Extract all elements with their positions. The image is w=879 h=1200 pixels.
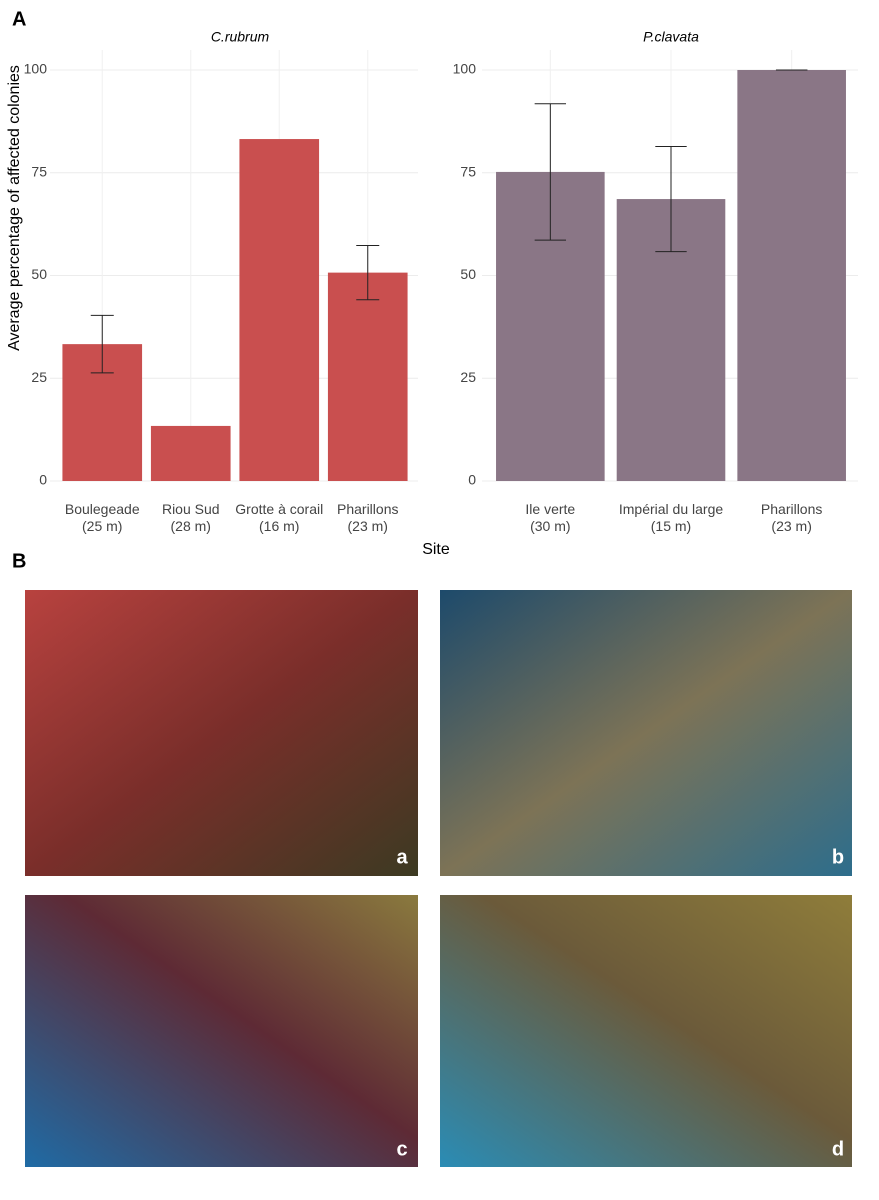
y-tick-label: 75 [31,163,47,179]
y-tick-label: 50 [460,266,476,282]
photo-label: d [832,1138,844,1160]
x-tick-label: Pharillons (23 m) [337,501,399,534]
y-tick-label: 75 [460,163,476,179]
y-axis-label: Average percentage of affected colonies [6,65,23,351]
y-tick-label: 50 [31,266,47,282]
chart-title: P.clavata [643,29,699,45]
y-tick-label: 25 [31,369,47,385]
y-tick-label: 100 [453,61,477,77]
bar [327,272,408,481]
panel-label: A [12,8,26,30]
photo [440,895,852,1167]
bar [737,70,846,481]
y-tick-label: 100 [24,61,48,77]
photo [25,895,418,1167]
x-axis-label: Site [422,541,450,558]
y-tick-label: 0 [39,472,47,488]
bar [150,425,231,481]
photo [440,590,852,876]
photo [25,590,418,876]
x-tick-label: Ile verte (30 m) [525,501,576,534]
photo-label: a [396,846,408,868]
x-tick-label: Impérial du large (15 m) [618,501,724,534]
panel-label: B [12,550,26,572]
x-tick-label: Boulegeade (25 m) [64,501,140,534]
photo-label: c [396,1138,407,1160]
x-tick-label: Pharillons (23 m) [760,501,823,534]
chart-title: C.rubrum [211,29,270,45]
x-tick-label: Grotte à corail (16 m) [235,501,324,534]
x-tick-label: Riou Sud (28 m) [161,501,220,534]
photo-label: b [832,846,844,868]
y-tick-label: 25 [460,369,476,385]
y-tick-label: 0 [468,472,476,488]
bar [239,139,320,481]
